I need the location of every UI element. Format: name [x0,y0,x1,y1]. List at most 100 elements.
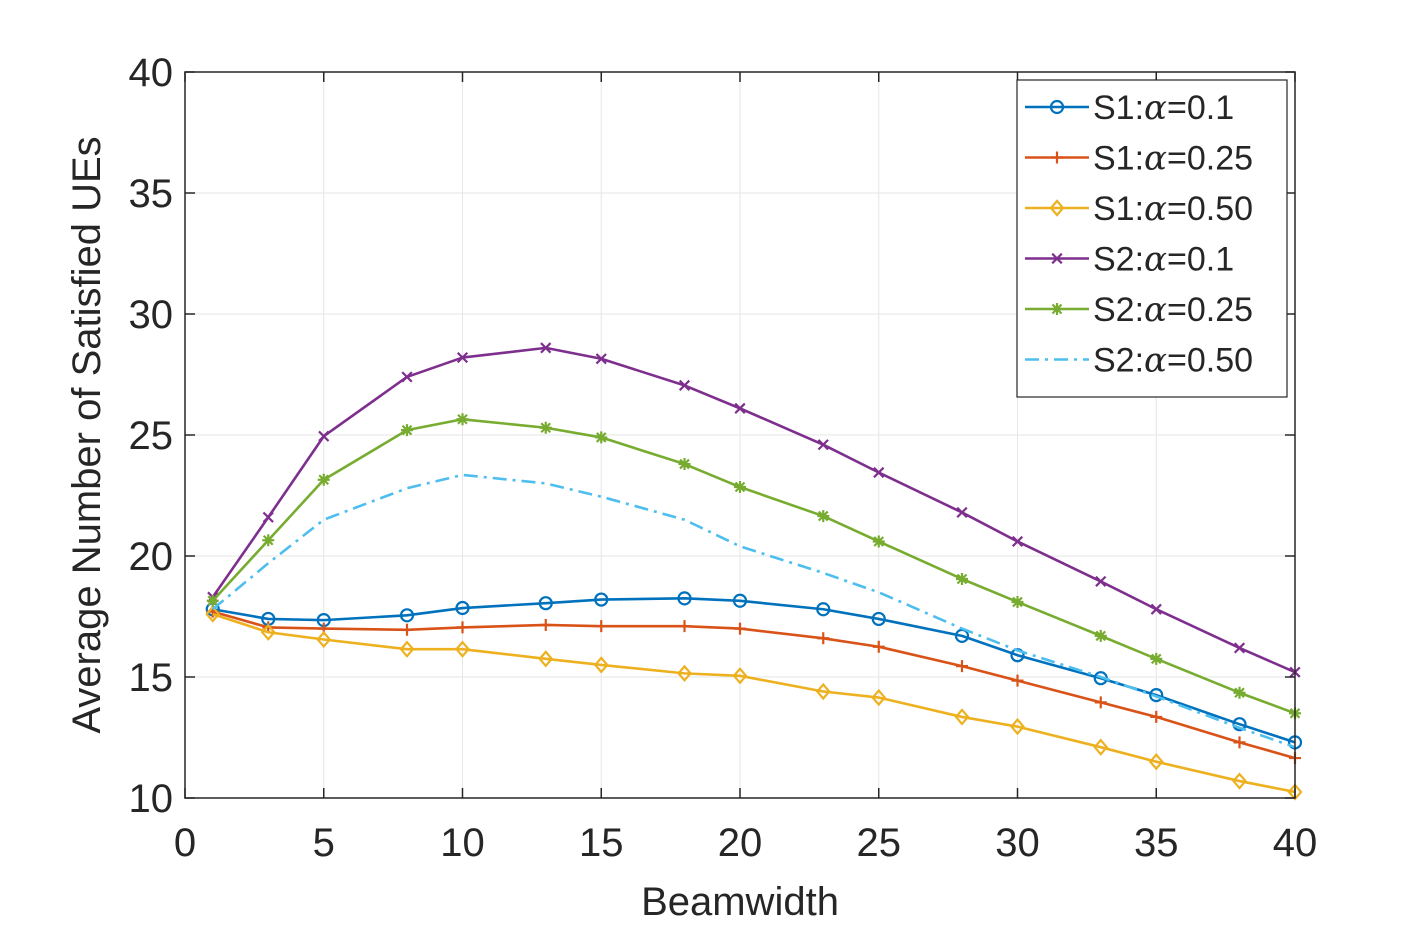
legend-item: S1:α=0.1 [1025,88,1234,128]
data-point [734,481,746,494]
legend-marker [1051,151,1063,164]
x-tick-label: 35 [1134,821,1179,865]
legend-label-prefix: S1: [1093,140,1144,178]
x-tick-label: 30 [995,821,1040,865]
data-point [677,664,692,683]
axis-ticks: 0 5 10 15 20 25 30 35 40 10 15 20 25 30 35 40 [129,51,1318,865]
data-point [1233,686,1246,699]
legend-label-prefix: S2: [1093,342,1144,380]
data-point [734,402,746,414]
legend-box [1016,79,1288,398]
legend-label-prefix: S2: [1093,291,1144,329]
data-point [456,621,469,634]
data-point [1149,688,1164,703]
data-point [1010,717,1025,736]
y-axis-label: Average Number of Satisfied UEs [65,136,109,733]
legend-label-suffix: =0.25 [1167,291,1253,329]
data-point [456,351,469,364]
legend-marker [1049,199,1065,217]
data-point [456,413,469,426]
legend-label: S1:α=0.25 [1093,139,1253,179]
data-point [539,618,552,631]
legend-marker [1051,252,1063,265]
data-point [1095,575,1107,587]
data-point [317,473,330,486]
legend-item: S2:α=0.50 [1025,341,1253,381]
legend-label-param: α [1144,290,1167,330]
legend-label-param: α [1144,189,1167,229]
data-point [871,611,886,627]
legend-marker [1049,99,1065,115]
legend-label-suffix: =0.1 [1167,241,1234,279]
series-layer [205,342,1303,801]
legend-label: S2:α=0.1 [1093,240,1234,280]
legend-label: S1:α=0.50 [1093,189,1253,229]
data-point [595,353,607,365]
data-point [318,430,330,442]
data-point [205,605,221,623]
legend-label-suffix: =0.1 [1167,89,1234,127]
series-group [206,413,1301,720]
y-tick-label: 40 [129,51,174,95]
x-tick-label: 0 [174,821,196,865]
y-tick-label: 30 [129,293,174,337]
data-point [732,593,748,608]
data-point [206,594,219,607]
data-point [734,622,746,635]
data-point [540,342,552,354]
data-point [1011,674,1024,687]
data-point [401,623,413,636]
legend-label-suffix: =0.50 [1167,342,1253,380]
x-tick-label: 40 [1273,821,1318,865]
data-point [816,602,831,617]
legend-label-prefix: S1: [1093,190,1144,228]
data-point [872,640,885,653]
data-point [677,591,692,606]
data-point [817,439,829,451]
data-point [1150,710,1163,723]
y-tick-label: 10 [129,777,174,821]
legend-label-param: α [1144,88,1167,128]
data-point [732,667,748,685]
legend-item: S2:α=0.25 [1025,290,1253,330]
series-group [205,605,1303,801]
data-point [594,592,609,607]
legend-item: S1:α=0.25 [1025,139,1253,179]
y-tick-label: 15 [129,656,174,700]
data-point [1287,783,1303,801]
data-point [401,371,413,383]
y-tick-label: 25 [129,414,174,458]
data-point [399,640,415,658]
data-point [538,596,553,611]
y-tick-label: 20 [129,535,174,579]
x-tick-label: 10 [440,821,485,865]
data-point [1094,629,1107,642]
data-point [595,431,608,444]
x-tick-label: 15 [579,821,624,865]
data-point [678,620,691,633]
data-point [1150,603,1162,615]
data-point [954,708,970,726]
y-tick-label: 35 [129,172,174,216]
legend-label-param: α [1144,341,1167,381]
data-point [871,688,887,707]
data-point [815,682,831,701]
data-point [262,511,274,523]
data-point [593,656,609,674]
data-point [1093,738,1109,756]
legend: S1:α=0.1S1:α=0.25S1:α=0.50S2:α=0.1S2:α=0… [1016,79,1288,398]
x-axis-label: Beamwidth [641,880,839,924]
data-point [873,466,885,479]
data-point [1233,736,1246,749]
data-point [1011,595,1024,608]
data-point [455,640,470,658]
legend-label-prefix: S2: [1093,241,1144,279]
legend-label: S2:α=0.25 [1093,290,1253,330]
data-point [817,632,830,645]
legend-label-suffix: =0.50 [1167,190,1253,228]
legend-label-prefix: S1: [1093,89,1144,127]
data-point [539,421,552,434]
data-point [956,660,968,673]
data-point [262,534,275,547]
